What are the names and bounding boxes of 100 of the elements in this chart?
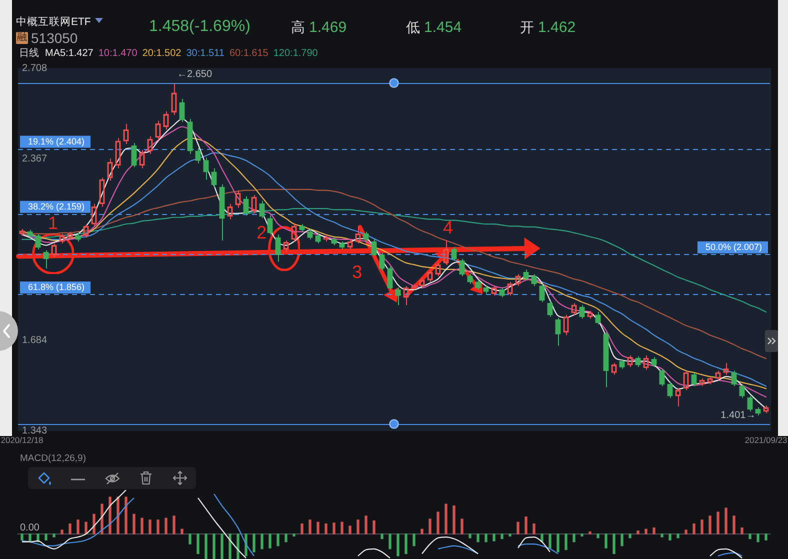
bar <box>180 528 184 534</box>
bar <box>236 534 240 559</box>
annotation: 1 <box>48 212 58 233</box>
bar <box>260 534 264 550</box>
bar <box>412 534 416 546</box>
candlestick <box>619 358 625 370</box>
candlestick <box>339 241 345 250</box>
bar <box>348 526 352 534</box>
bar <box>332 522 336 534</box>
bar <box>372 520 376 534</box>
bar <box>228 534 232 559</box>
text: 1.462 <box>538 19 576 36</box>
candlestick <box>243 196 249 216</box>
annotation: 0.00 <box>20 522 40 534</box>
chart-title: 中概互联网ETF <box>16 16 91 28</box>
bar <box>708 516 712 534</box>
candlestick <box>27 229 33 238</box>
bar <box>724 508 728 534</box>
candlestick <box>603 332 609 388</box>
bar <box>604 534 608 548</box>
bar <box>476 534 480 542</box>
candlestick <box>483 285 489 294</box>
bar <box>84 522 88 534</box>
bar <box>532 524 536 534</box>
text: 1.458(-1.69%) <box>149 18 250 36</box>
candlestick <box>179 98 185 122</box>
text: 60:1.615 <box>229 48 268 60</box>
candlestick <box>523 268 529 281</box>
candlestick <box>371 238 377 256</box>
candlestick <box>43 250 49 269</box>
text: 高 <box>291 19 305 36</box>
bar <box>364 516 368 534</box>
bar <box>436 512 440 534</box>
candlestick <box>267 215 273 236</box>
annotation: 2 <box>256 222 267 242</box>
candlestick <box>667 382 673 398</box>
bar <box>52 534 56 538</box>
candlestick <box>211 168 217 188</box>
bar <box>460 518 464 534</box>
bar <box>684 530 688 534</box>
bar <box>492 534 496 542</box>
candlestick <box>595 311 601 325</box>
bar <box>108 496 112 534</box>
bar <box>172 516 176 534</box>
bar <box>188 534 192 544</box>
bar <box>60 530 64 534</box>
bar <box>732 516 736 534</box>
line-series <box>21 188 767 360</box>
bar <box>580 534 584 536</box>
text: 20:1.502 <box>142 48 182 60</box>
bar <box>660 534 664 538</box>
bar <box>68 524 72 534</box>
bar <box>668 534 672 540</box>
bar <box>676 534 680 538</box>
candlestick <box>307 228 313 240</box>
bar <box>508 534 512 536</box>
bar <box>556 534 560 552</box>
bar <box>380 534 384 540</box>
candlestick <box>219 184 225 241</box>
bar <box>596 534 600 538</box>
candlestick <box>499 287 505 298</box>
bar <box>500 534 504 540</box>
candlestick <box>187 118 193 154</box>
candlestick <box>315 233 321 244</box>
bar <box>196 534 200 554</box>
bar <box>700 520 704 534</box>
bar <box>308 520 312 534</box>
bar <box>124 496 128 534</box>
bar <box>564 534 568 550</box>
candlestick <box>547 300 553 318</box>
bar <box>204 534 208 559</box>
bar <box>148 520 152 534</box>
bar <box>284 534 288 542</box>
bar <box>628 534 632 538</box>
bar <box>764 534 768 540</box>
bar <box>572 534 576 542</box>
bar <box>524 516 528 534</box>
bar <box>444 504 448 534</box>
bar <box>636 530 640 534</box>
annotation: ←2.650 <box>177 69 212 80</box>
y-tick-label: 1.343 <box>22 426 48 437</box>
text: MA5:1.427 <box>45 48 94 60</box>
candlestick <box>203 157 209 180</box>
bar <box>740 527 744 534</box>
bar <box>612 534 616 554</box>
bar <box>212 534 216 559</box>
text: 30:1.511 <box>186 48 224 60</box>
bar <box>756 534 760 542</box>
candlestick <box>259 200 265 219</box>
candlestick <box>739 384 745 398</box>
ref-line-label: 50.0% (2.007) <box>705 242 762 252</box>
bar <box>276 534 280 546</box>
chart-subtitle: 513050 <box>31 30 78 46</box>
candlestick <box>395 287 401 306</box>
x-tick-label: 2021/09/23 <box>744 435 788 446</box>
bar <box>748 534 752 540</box>
bar <box>300 524 304 534</box>
candlestick <box>363 231 369 242</box>
bar <box>652 527 656 534</box>
chart-title: MACD(12,26,9) <box>20 453 86 465</box>
